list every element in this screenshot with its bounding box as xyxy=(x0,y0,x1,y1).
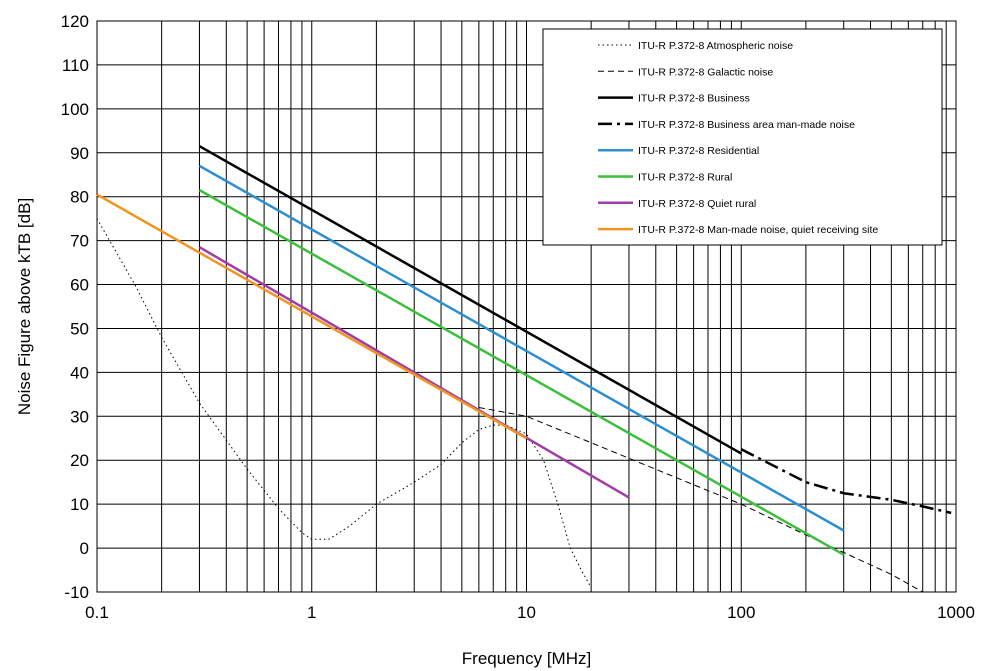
x-tick-label: 1000 xyxy=(937,603,975,622)
legend-entry-label: ITU-R P.372-8 Quiet rural xyxy=(638,198,756,210)
y-tick-label: 10 xyxy=(70,495,89,514)
y-tick-label: 0 xyxy=(80,539,89,558)
x-tick-label: 100 xyxy=(727,603,755,622)
y-tick-label: 20 xyxy=(70,451,89,470)
series-line-7 xyxy=(198,246,630,499)
series-line-2 xyxy=(478,407,923,593)
y-axis-title: Noise Figure above kTB [dB] xyxy=(15,198,34,415)
y-tick-label: 90 xyxy=(70,144,89,163)
plot-area xyxy=(96,20,957,593)
y-axis-ticks: -10 0 10 20 30 40 50 60 70 80 90 100 110 120 xyxy=(61,12,89,602)
series-line-1 xyxy=(96,218,592,588)
legend-box xyxy=(542,28,943,246)
y-tick-label: -10 xyxy=(64,583,89,602)
y-tick-label: 80 xyxy=(70,188,89,207)
y-tick-label: 60 xyxy=(70,276,89,295)
series-line-3 xyxy=(198,145,742,455)
x-axis-ticks: 0.1 1 10 100 1000 xyxy=(85,603,975,622)
y-tick-label: 100 xyxy=(61,100,89,119)
legend-entry-label: ITU-R P.372-8 Galactic noise xyxy=(638,66,773,78)
y-tick-label: 120 xyxy=(61,12,89,31)
x-tick-label: 1 xyxy=(307,603,316,622)
x-tick-label: 0.1 xyxy=(85,603,109,622)
series-line-5 xyxy=(198,164,845,532)
legend-entry-label: ITU-R P.372-8 Business area man-made noi… xyxy=(638,119,855,131)
series-line-4 xyxy=(740,448,952,515)
legend-entry-label: ITU-R P.372-8 Business xyxy=(638,93,750,105)
series-lines xyxy=(96,145,952,593)
legend-entry-label: ITU-R P.372-8 Rural xyxy=(638,172,732,184)
y-tick-label: 110 xyxy=(62,56,89,75)
legend-entry-label: ITU-R P.372-8 Man-made noise, quiet rece… xyxy=(638,224,878,236)
legend: ITU-R P.372-8 Atmospheric noise ITU-R P.3… xyxy=(542,28,943,246)
legend-entry-label: ITU-R P.372-8 Residential xyxy=(638,145,759,157)
series-line-8 xyxy=(96,193,528,440)
legend-entry-label: ITU-R P.372-8 Atmospheric noise xyxy=(638,40,793,52)
y-tick-label: 70 xyxy=(70,232,89,251)
x-axis-title: Frequency [MHz] xyxy=(462,649,591,668)
x-tick-label: 10 xyxy=(517,603,536,622)
y-tick-label: 50 xyxy=(70,319,89,338)
series-line-6 xyxy=(198,189,845,556)
y-tick-label: 30 xyxy=(70,407,89,426)
y-tick-label: 40 xyxy=(70,363,89,382)
